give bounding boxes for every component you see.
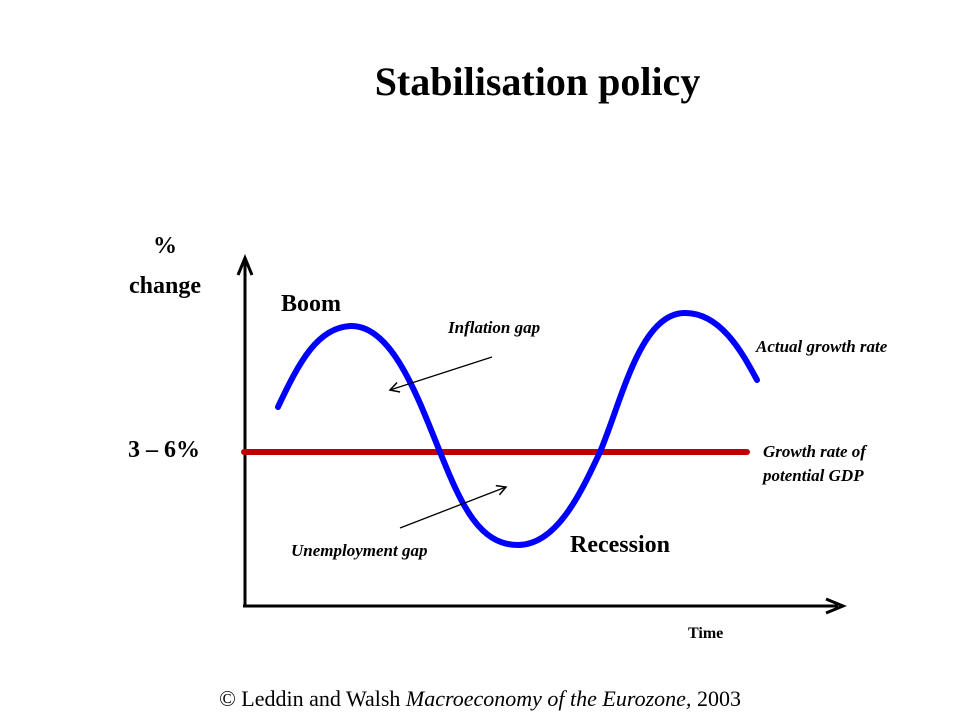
actual-growth-curve	[275, 309, 760, 548]
recession-label: Recession	[570, 532, 670, 558]
citation-year: 2003	[696, 686, 741, 711]
inflation-gap-arrow	[388, 356, 493, 393]
unemployment-gap-label: Unemployment gap	[291, 541, 428, 560]
potential-gdp-label: Growth rate of potential GDP	[763, 440, 866, 488]
x-axis-arrowhead	[825, 597, 847, 615]
y-axis-arrowhead	[236, 254, 254, 276]
footer-citation: © Leddin and Walsh Macroeconomy of the E…	[0, 686, 960, 712]
unemployment-gap-arrow	[399, 484, 508, 529]
citation-book: Macroeconomy of the Eurozone,	[405, 686, 692, 711]
boom-label: Boom	[281, 291, 341, 317]
potential-gdp-label-line-1: Growth rate of	[763, 442, 866, 461]
actual-growth-rate-label: Actual growth rate	[756, 337, 888, 356]
y-axis-label-line-2: change	[129, 273, 201, 299]
potential-band-label: 3 – 6%	[128, 437, 200, 463]
y-axis-label-line-1: %	[153, 233, 177, 259]
copyright-symbol: ©	[219, 686, 236, 711]
citation-author: Leddin and Walsh	[241, 686, 401, 711]
y-axis-label: % change	[110, 226, 220, 306]
potential-gdp-label-line-2: potential GDP	[763, 466, 864, 485]
x-axis-label: Time	[688, 625, 724, 642]
inflation-gap-label: Inflation gap	[448, 318, 541, 337]
diagram-title: Stabilisation policy	[374, 59, 701, 104]
